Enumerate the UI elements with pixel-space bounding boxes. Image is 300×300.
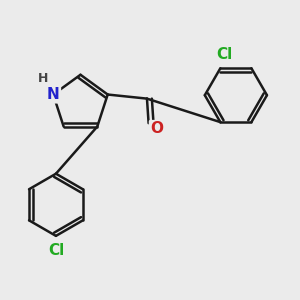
Text: H: H bbox=[38, 72, 48, 85]
Text: Cl: Cl bbox=[216, 47, 232, 62]
Text: N: N bbox=[47, 87, 60, 102]
Text: O: O bbox=[150, 122, 163, 136]
Text: Cl: Cl bbox=[48, 243, 64, 258]
